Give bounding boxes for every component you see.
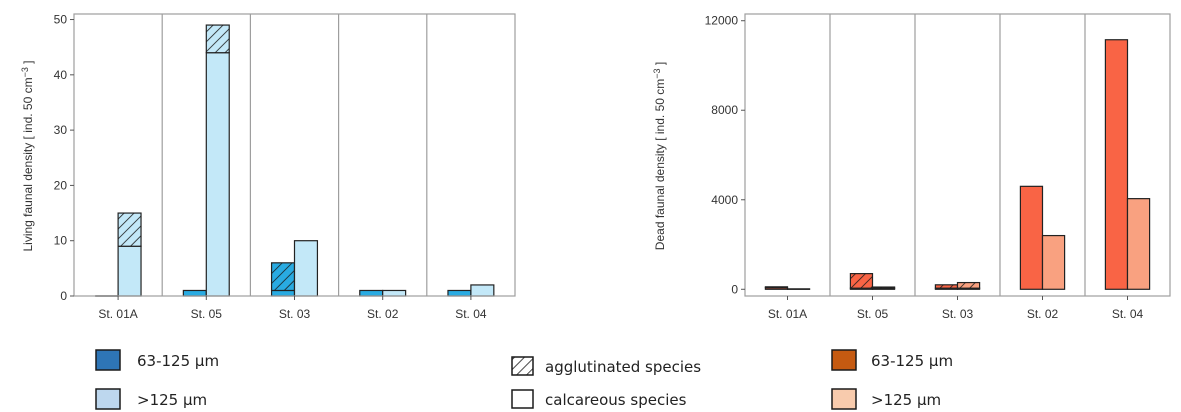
legend-item-agglutinated: agglutinated species [511, 356, 701, 376]
dead-y-axis-label: Dead faunal density [ ind. 50 cm−3 ] [652, 62, 667, 250]
dead-bar-large-agglutinated-hatch [957, 282, 980, 289]
dead-bar-small-calcareous [1104, 39, 1129, 290]
legend-swatch-hatch-fill [512, 357, 533, 375]
legend-label-dead-large: >125 µm [871, 391, 941, 409]
living-x-tick-label: St. 05 [191, 307, 223, 321]
living-y-axis: 0 10 20 30 40 50 [54, 13, 74, 303]
dead-y-tick-label: 4000 [711, 193, 738, 207]
legend-swatch-dead-large [831, 388, 857, 410]
dead-bar-small-agglutinated-hatch [765, 286, 788, 288]
living-bar-large-agglutinated-hatch [118, 213, 142, 247]
legend-label-living-large: >125 µm [137, 391, 207, 409]
dead-x-axis: St. 01A St. 05 St. 03 St. 02 St. 04 [768, 296, 1144, 321]
dead-x-tick-label: St. 01A [768, 307, 807, 321]
living-y-tick-label: 10 [54, 234, 68, 248]
dead-y-tick-label: 12000 [705, 14, 739, 28]
legend-label-calcareous: calcareous species [545, 391, 687, 409]
living-bar-large-calcareous [293, 240, 319, 297]
dead-y-tick-label: 8000 [711, 103, 738, 117]
living-y-tick-label: 0 [60, 289, 67, 303]
legend-label-dead-small: 63-125 µm [871, 352, 953, 370]
dead-bar-small-agglutinated-hatch [850, 273, 873, 289]
dead-bar-small-calcareous [1019, 185, 1044, 290]
living-plot-frame [73, 13, 516, 297]
legend-item-living-small: 63-125 µm [95, 349, 219, 371]
legend-swatch-living-small [95, 349, 121, 371]
living-y-tick-label: 40 [54, 68, 68, 82]
legend-item-calcareous: calcareous species [511, 389, 687, 409]
dead-bar-large-calcareous [1126, 198, 1151, 290]
living-x-tick-label: St. 02 [367, 307, 399, 321]
legend-label-agglutinated: agglutinated species [545, 358, 701, 376]
dead-x-tick-label: St. 03 [942, 307, 974, 321]
dead-y-tick-label: 0 [731, 282, 738, 296]
legend-item-living-large: >125 µm [95, 388, 207, 410]
living-y-tick-label: 50 [54, 13, 68, 27]
living-bar-small-agglutinated-hatch [271, 262, 295, 291]
living-bar-large-calcareous [117, 245, 142, 297]
living-x-tick-label: St. 01A [98, 307, 137, 321]
living-bar-small-calcareous [447, 289, 472, 297]
dead-bar-large-agglutinated-hatch [872, 287, 895, 289]
living-bar-large-agglutinated-hatch [206, 25, 230, 53]
dead-x-tick-label: St. 02 [1027, 307, 1059, 321]
living-y-tick-label: 20 [54, 178, 68, 192]
living-x-tick-label: St. 03 [279, 307, 311, 321]
dead-y-axis: 0 4000 8000 12000 [705, 14, 745, 296]
dead-bars [764, 39, 1151, 290]
dead-x-tick-label: St. 04 [1112, 307, 1144, 321]
legend-item-dead-small: 63-125 µm [831, 349, 953, 371]
dead-density-chart: 0 4000 8000 12000 St. 01A St. 05 St. 03 St. 02… [652, 13, 1171, 321]
dead-bar-large-calcareous [786, 288, 811, 290]
living-bar-small-calcareous [182, 289, 207, 297]
dead-bar-small-agglutinated-hatch [935, 284, 958, 289]
legend-swatch-dead-small [831, 349, 857, 371]
living-bar-small-calcareous [270, 289, 296, 297]
living-x-axis: St. 01A St. 05 St. 03 St. 02 St. 04 [98, 296, 487, 321]
living-bar-large-calcareous [382, 289, 407, 297]
legend-item-dead-large: >125 µm [831, 388, 941, 410]
living-bar-large-calcareous [470, 284, 495, 297]
legend-swatch-plain [511, 389, 534, 409]
dead-x-tick-label: St. 05 [857, 307, 889, 321]
living-bar-small-calcareous [359, 289, 384, 297]
living-bar-large-calcareous [205, 52, 230, 297]
legend: 63-125 µm >125 µm agglutinated species c… [95, 349, 953, 410]
living-y-tick-label: 30 [54, 123, 68, 137]
living-x-tick-label: St. 04 [455, 307, 487, 321]
dead-bar-large-calcareous [1041, 234, 1066, 290]
legend-swatch-living-large [95, 388, 121, 410]
living-bars [95, 24, 495, 297]
legend-label-living-small: 63-125 µm [137, 352, 219, 370]
living-y-axis-label: Living faunal density [ ind. 50 cm−3 ] [20, 60, 35, 251]
